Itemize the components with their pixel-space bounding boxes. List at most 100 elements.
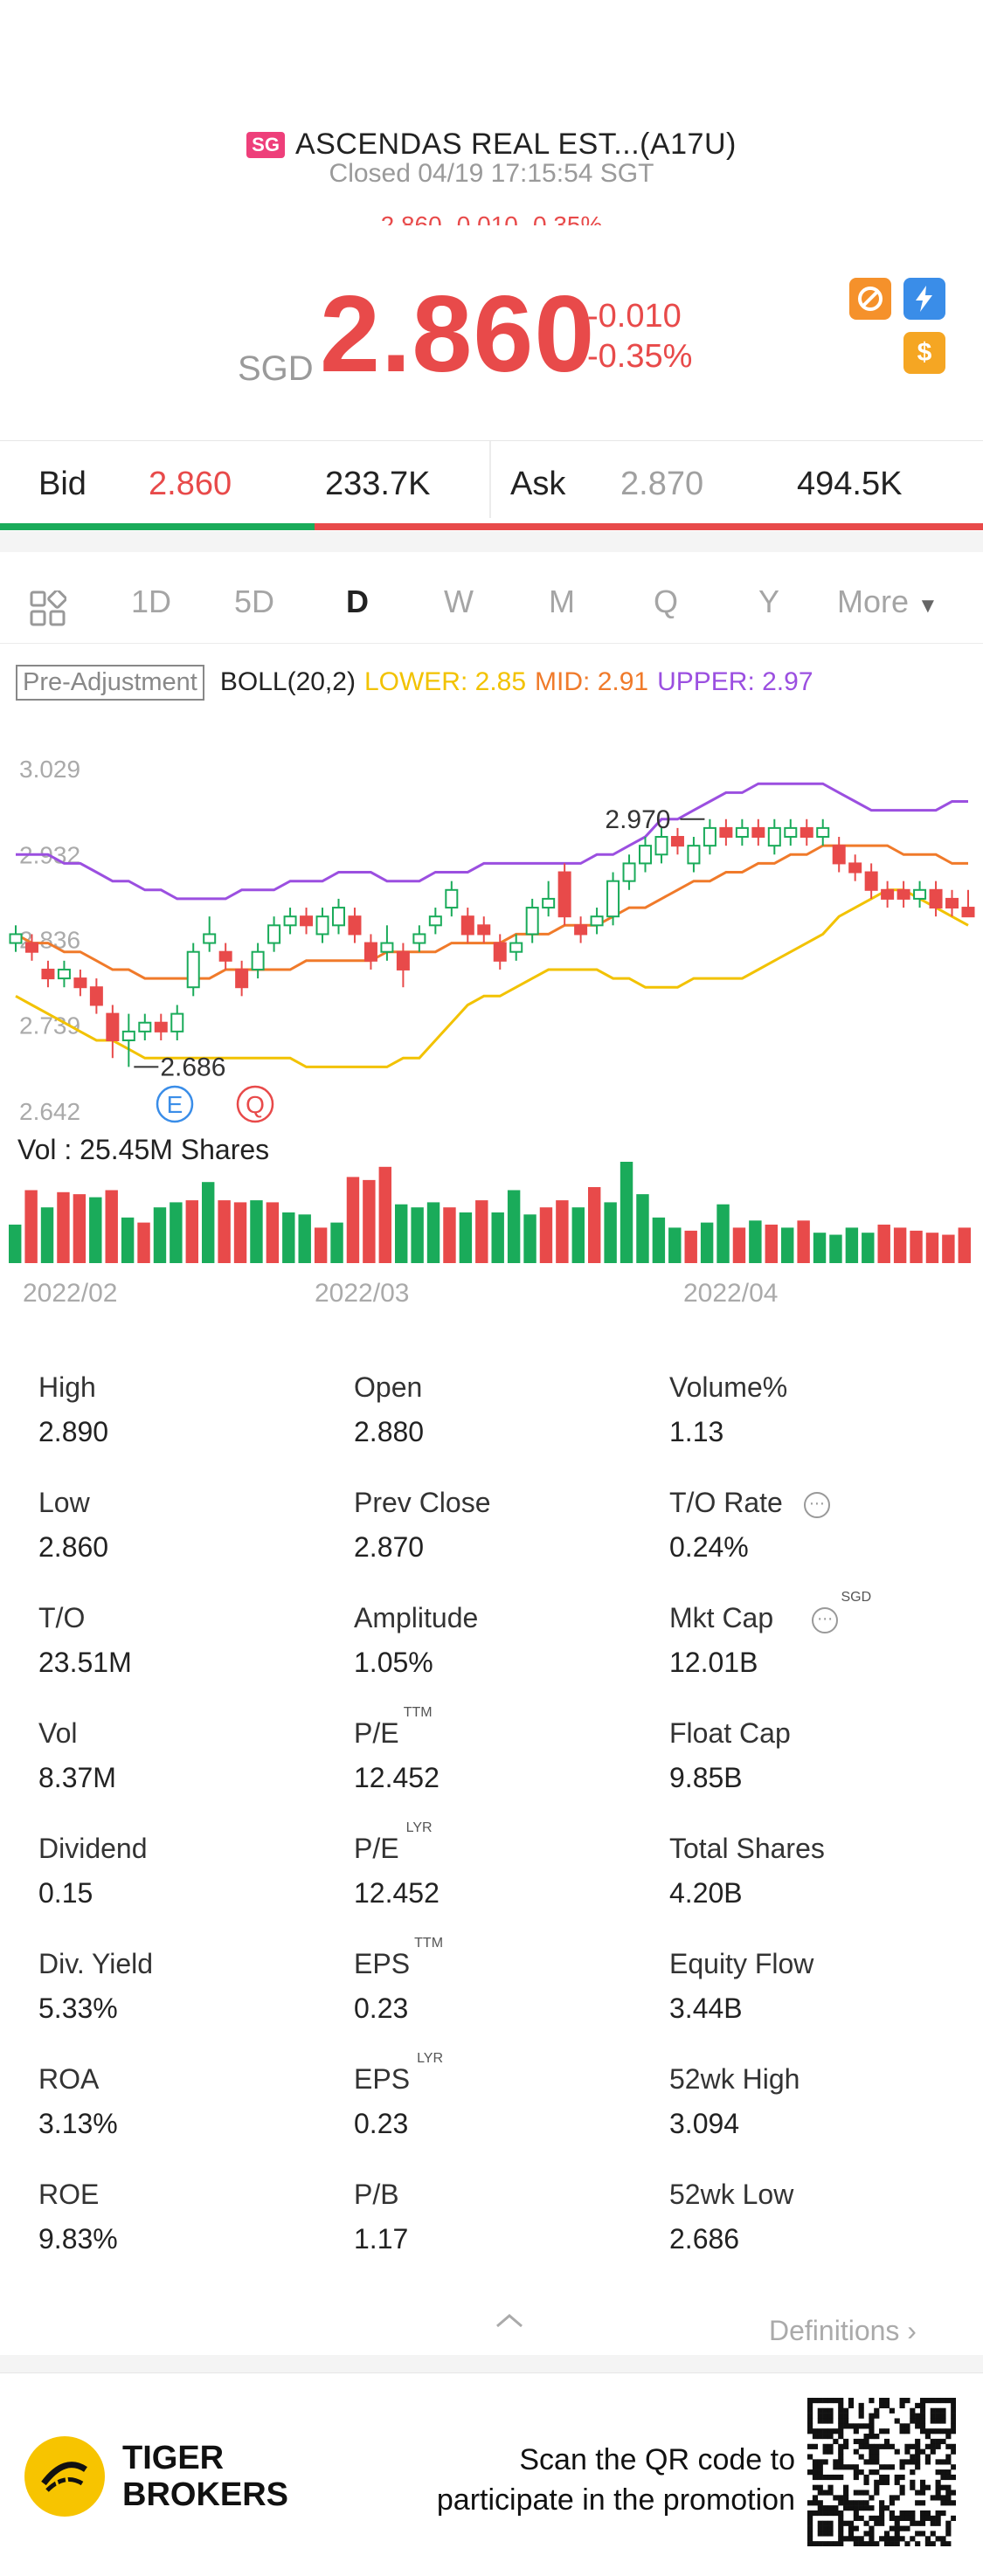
candle-body [121,1030,135,1041]
footer-divider [0,2355,983,2372]
collapse-chevron-icon[interactable] [494,2299,525,2338]
volume-bar [411,1207,424,1263]
qr-module [874,2459,880,2465]
stat-value: 9.83% [38,2223,118,2255]
promo-line-1: Scan the QR code to [519,2443,795,2476]
definitions-link[interactable]: Definitions › [769,2315,917,2347]
no-short-icon[interactable] [849,278,891,320]
tab-monthly[interactable]: M [549,584,575,619]
qr-module [869,2515,875,2521]
candle-body [428,915,442,927]
candle-body [363,942,377,962]
qr-module [924,2454,931,2460]
qr-module [853,2490,859,2496]
tab-weekly[interactable]: W [444,584,474,619]
qr-module [853,2541,859,2546]
tab-yearly[interactable]: Y [758,584,780,619]
more-info-icon[interactable]: ⋯ [803,1491,830,1518]
qr-module [951,2398,956,2404]
qr-module [889,2500,895,2506]
qr-module [879,2428,885,2434]
candle-body [138,1021,152,1032]
tab-5d[interactable]: 5D [234,584,275,619]
volume-bar [862,1233,875,1263]
qr-module [812,2474,819,2481]
stat-eps-lyr: EPS LYR 0.23 [354,2051,443,2140]
stat-label-text: ROE [38,2179,100,2210]
promo-text: Scan the QR code to participate in the p… [411,2440,795,2520]
qr-module [838,2474,844,2481]
qr-module [843,2443,849,2449]
qr-module [915,2520,921,2526]
qr-module [951,2413,956,2419]
qr-module [807,2469,813,2476]
stat-value: 1.17 [354,2223,409,2255]
qr-module [940,2541,946,2546]
more-info-icon[interactable]: ⋯ [812,1606,839,1633]
boll-lower: LOWER: 2.85 [363,667,527,696]
qr-module [874,2443,880,2449]
boll-label[interactable]: BOLL(20,2) [219,667,356,696]
qr-module [919,2407,926,2414]
stat-label: 52wk Low [669,2179,793,2211]
qr-module [879,2510,885,2517]
tab-quarterly[interactable]: Q [654,584,679,619]
qr-module [822,2510,828,2517]
qr-module [945,2500,952,2506]
volume-bar [716,1204,730,1263]
qr-module [838,2536,844,2542]
qr-module [924,2510,931,2517]
qr-module [904,2423,910,2429]
qr-module [874,2448,880,2455]
candle-body [751,826,765,839]
qr-module [899,2459,905,2465]
qr-module [879,2520,885,2526]
stat-float-cap: Float Cap 9.85B [669,1717,791,1794]
stat-value: 2.860 [38,1531,109,1563]
qr-module [924,2459,931,2465]
qr-module [853,2510,859,2517]
layout-grid-icon[interactable] [30,589,67,632]
qr-module [833,2505,839,2511]
qr-module [838,2459,844,2465]
tab-1d[interactable]: 1D [131,584,172,619]
volume-bar [491,1212,504,1263]
pre-adjustment-button[interactable]: Pre-Adjustment [16,664,204,701]
qr-module [894,2520,900,2526]
candle-body [864,871,878,891]
lightning-icon[interactable] [903,278,945,320]
stat-label: 52wk High [669,2063,800,2096]
qr-module [827,2443,834,2449]
qr-module [822,2443,828,2449]
qr-module [827,2520,834,2526]
qr-module [843,2505,849,2511]
bid-label: Bid [38,466,87,502]
qr-module [822,2520,828,2526]
qr-module [924,2541,931,2546]
dollar-icon[interactable]: $ [903,332,945,374]
boll-lower-line [15,888,969,1068]
title-row: SG ASCENDAS REAL EST...(A17U) [0,128,983,162]
stat-value: 1.13 [669,1416,724,1447]
qr-module [827,2448,834,2455]
qr-module [863,2541,869,2546]
qr-module [910,2536,916,2542]
qr-module [807,2443,813,2449]
qr-module [838,2407,844,2414]
qr-module [863,2474,869,2481]
candle-body [574,924,588,936]
volume-bar [781,1227,794,1263]
qr-module [951,2443,956,2449]
tab-more[interactable]: More ▼ [837,584,938,620]
stat-label: Volume% [669,1371,787,1404]
qr-module [869,2531,875,2537]
qr-module [817,2469,823,2476]
qr-code[interactable] [807,2398,956,2546]
qr-module [863,2434,869,2440]
stat-label: P/E TTM [354,1705,433,1750]
volume-bar [266,1202,280,1263]
candle-body [9,933,23,944]
tab-daily[interactable]: D [346,584,369,619]
qr-module [945,2490,952,2496]
